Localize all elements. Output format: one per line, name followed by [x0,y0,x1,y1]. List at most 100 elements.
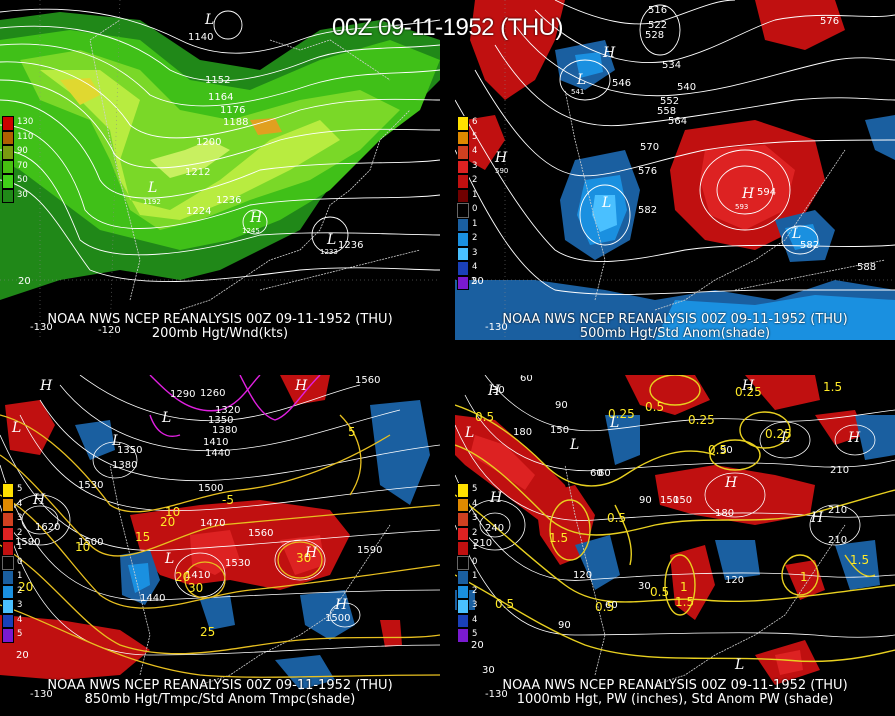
contour-label: 180 [513,427,533,438]
caption-line-1: NOAA NWS NCEP REANALYSIS 00Z 09-11-1952 … [47,312,393,327]
contour-label: 582 [638,205,658,216]
panel-caption: NOAA NWS NCEP REANALYSIS 00Z 09-11-1952 … [0,679,440,707]
legend-label: 110 [17,131,34,142]
temp-label: 30 [188,581,204,595]
legend-swatch [2,541,14,556]
temperature-contours [0,414,440,678]
legend-swatch [2,497,14,512]
pw-label: 1.5 [549,531,569,545]
contour-label: 588 [857,262,877,273]
contour-label: 1140 [188,32,214,43]
graticule [0,0,440,340]
temp-label: 20 [18,580,34,594]
map-200mb [0,0,440,340]
high-marker: H [40,378,53,394]
contour-label: 1176 [220,105,246,116]
legend-label: 0 [17,556,23,567]
caption-line-2: 850mb Hgt/Tmpc/Std Anom Tmpc(shade) [84,692,356,707]
high-marker: H [488,383,501,399]
main-title: 00Z 09-11-1952 (THU) [332,14,563,41]
temp-label: 5 [348,425,356,439]
high-marker: H [335,597,348,613]
low-value: 1233 [320,248,338,256]
high-marker: H [603,45,616,61]
legend-label: 4 [472,614,478,625]
legend-swatch [2,526,14,541]
high-marker: H [725,475,738,491]
contour-label: 90 [555,400,568,411]
low-marker: L [12,420,22,436]
contour-label: 522 [648,20,668,31]
contour-label: 1224 [186,206,212,217]
legend-swatch [457,526,469,541]
coastlines [109,464,391,686]
panel-500mb: 6 5 4 3 2 1 0 1 2 3 4 5 516 522 528 534 540 546 552… [455,0,895,340]
legend-label: 3 [472,247,478,258]
legend-label: 2 [17,527,23,538]
legend-swatch [457,145,469,160]
legend-swatch [2,174,14,189]
freezing-contours [149,375,321,437]
low-marker: L [781,430,791,446]
contour-label: 1500 [198,483,224,494]
caption-line-1: NOAA NWS NCEP REANALYSIS 00Z 09-11-1952 … [502,312,848,327]
graticule [455,0,895,340]
legend-swatch [457,217,469,232]
contour-label: 1470 [200,518,226,529]
contour-label: 1290 [170,389,196,400]
contour-label: 1590 [15,537,41,548]
contour-label: 1560 [355,375,381,386]
pw-label: 0.5 [607,511,627,525]
coastlines [564,464,846,686]
legend-850mb: 5 4 3 2 1 0 1 2 3 4 5 [2,483,22,643]
contour-label: 60 [605,600,618,611]
contour-label: 582 [800,240,820,251]
caption-line-2: 1000mb Hgt, PW (inches), Std Anom PW (sh… [516,692,834,707]
legend-swatch [2,555,14,570]
height-contours [0,8,440,282]
contour-label: 546 [612,78,632,89]
contour-label: 1530 [78,480,104,491]
coastlines [564,89,886,311]
pw-label: 0.25 [608,407,635,421]
temp-label: 20 [160,515,176,529]
low-marker: L [735,657,745,673]
high-marker: H [490,490,503,506]
legend-swatch [457,188,469,203]
contour-label: 576 [820,16,840,27]
pw-label: 0.25 [765,427,792,441]
temp-label: 25 [200,625,216,639]
legend-swatch [2,599,14,614]
legend-label: 4 [17,614,23,625]
contour-label: 1350 [208,415,234,426]
pw-label: 1.5 [675,595,695,609]
contour-label: 1212 [185,167,211,178]
contour-label: 1530 [225,558,251,569]
wind-speed-shading [0,12,440,300]
contour-label: 1590 [357,545,383,556]
legend-swatch [2,570,14,585]
lon-label: -130 [30,689,53,700]
legend-swatch [457,116,469,131]
contour-label: 1440 [140,593,166,604]
lat-label: 20 [471,276,484,287]
pw-label: 0.5 [645,400,665,414]
legend-swatch [457,174,469,189]
low-marker: L [162,410,172,426]
panel-caption: NOAA NWS NCEP REANALYSIS 00Z 09-11-1952 … [455,679,895,707]
high-value: 593 [735,203,749,211]
low-marker: L [205,12,215,28]
legend-label: 4 [472,498,478,509]
legend-label: 2 [17,585,23,596]
contour-label: 1200 [196,137,222,148]
legend-swatch [457,584,469,599]
pw-label: 0.5 [595,600,615,614]
contour-label: 558 [657,106,677,117]
contour-label: 150 [660,495,680,506]
contour-label: 516 [648,5,668,16]
high-marker: H [495,150,508,166]
high-value: 1245 [242,227,260,235]
low-value: 541 [571,88,585,96]
legend-label: 5 [472,131,478,142]
contour-label: 1410 [185,570,211,581]
